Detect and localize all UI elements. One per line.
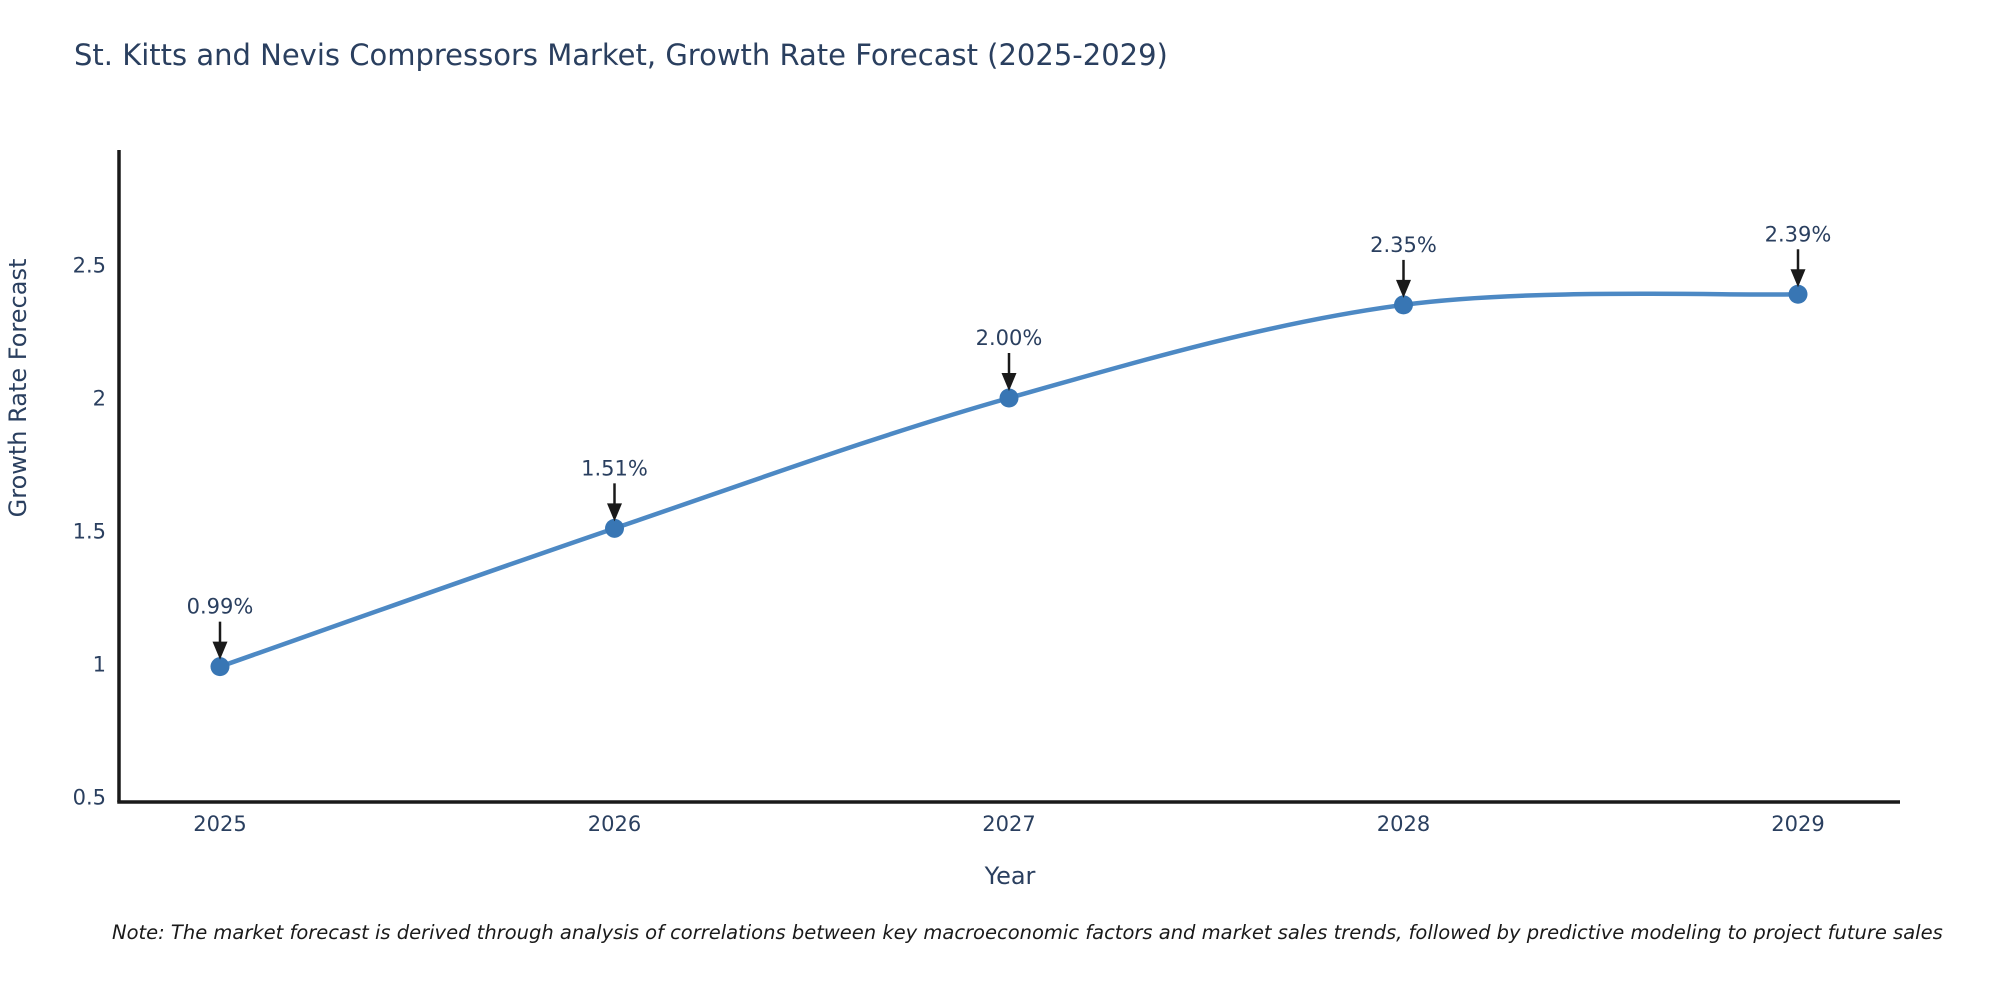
x-tick-label: 2025: [193, 812, 246, 836]
x-tick-label: 2027: [982, 812, 1035, 836]
plot-area: 0.99% 1.51% 2.00% 2.35% 2.39% 0.5 1 1.5 2 2.5 2025…: [73, 150, 1900, 836]
annotation-arrowhead: [212, 641, 228, 660]
x-tick-label: 2028: [1377, 812, 1430, 836]
data-point-marker[interactable]: [999, 388, 1019, 408]
point-annotation-label: 2.39%: [1765, 222, 1832, 246]
y-tick-label: 1.5: [73, 520, 106, 544]
y-tick-label: 2: [93, 387, 106, 411]
annotation-arrowhead: [607, 503, 622, 522]
point-annotation-label: 2.00%: [976, 326, 1043, 350]
x-axis-title: Year: [984, 862, 1036, 890]
data-point-marker[interactable]: [605, 518, 624, 538]
y-axis-title: Growth Rate Forecast: [4, 259, 32, 518]
data-point-marker[interactable]: [1788, 284, 1808, 304]
x-tick-label: 2029: [1771, 812, 1824, 836]
data-point-marker[interactable]: [210, 657, 230, 677]
point-annotation-label: 0.99%: [187, 595, 254, 619]
annotation-arrowhead: [1001, 373, 1017, 391]
y-tick-label: 1: [93, 653, 106, 677]
point-annotation-label: 2.35%: [1370, 233, 1437, 257]
chart-title: St. Kitts and Nevis Compressors Market, …: [74, 38, 1168, 72]
annotation-arrowhead: [1396, 279, 1411, 298]
y-tick-label: 0.5: [73, 786, 106, 810]
x-tick-label: 2026: [588, 812, 641, 836]
point-annotation-label: 1.51%: [581, 456, 648, 480]
footnote: Note: The market forecast is derived thr…: [112, 921, 1943, 944]
annotation-arrowhead: [1790, 269, 1806, 288]
data-point-marker[interactable]: [1394, 295, 1413, 315]
y-tick-label: 2.5: [73, 254, 106, 278]
